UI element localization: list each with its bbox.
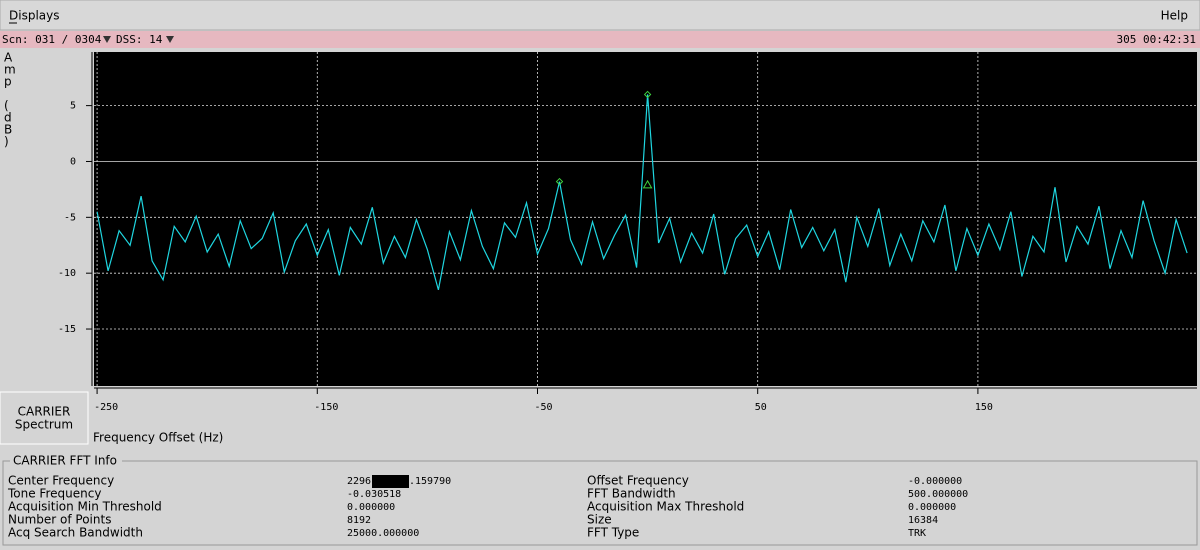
y-axis-label: ): [4, 135, 9, 149]
status-time: 305 00:42:31: [1117, 33, 1196, 46]
spectrum-trace: [96, 94, 1188, 291]
y-tick-label: -10: [58, 268, 76, 279]
side-panel: [0, 391, 89, 445]
y-tick-label: -5: [64, 212, 76, 223]
info-groupbox: [2, 460, 1198, 546]
y-axis-label: p: [4, 75, 12, 89]
peak-marker: [643, 90, 652, 99]
groupbox-title-bg: [10, 455, 122, 467]
menu-displays[interactable]: Displays: [9, 9, 59, 23]
info-label: FFT Type: [587, 526, 639, 540]
info-label: Tone Frequency: [7, 487, 101, 501]
info-label: Center Frequency: [8, 474, 114, 488]
info-value: 25000.000000: [347, 528, 419, 539]
menu-bar: [0, 0, 1200, 31]
side-subtitle: Spectrum: [15, 418, 73, 432]
y-axis-label: d: [4, 111, 12, 125]
peak-marker: [555, 177, 564, 186]
info-label: Size: [587, 513, 612, 527]
info-value: 2296: [347, 476, 371, 487]
info-label: Acquisition Max Threshold: [587, 500, 744, 514]
dss-label: DSS: 14: [116, 33, 163, 46]
x-tick-label: 150: [975, 402, 993, 413]
dropdown-arrow[interactable]: [103, 36, 111, 43]
info-value: 0.000000: [347, 502, 395, 513]
info-value: 500.000000: [908, 489, 968, 500]
x-tick-label: -150: [314, 402, 338, 413]
info-value: TRK: [908, 528, 926, 539]
info-label: FFT Bandwidth: [587, 487, 676, 501]
info-label: Number of Points: [8, 513, 111, 527]
x-tick-label: -250: [94, 402, 118, 413]
x-tick-label: 50: [755, 402, 767, 413]
y-axis-label: (: [4, 99, 9, 113]
redaction: [372, 475, 409, 488]
y-axis-label: m: [4, 63, 16, 77]
info-value: 0.000000: [908, 502, 956, 513]
info-title: CARRIER FFT Info: [13, 454, 117, 468]
peak-marker: [642, 179, 653, 189]
info-label: Acquisition Min Threshold: [8, 500, 162, 514]
info-label: Acq Search Bandwidth: [8, 526, 143, 540]
side-title: CARRIER: [18, 405, 71, 419]
plot-area: [94, 52, 1197, 386]
info-label: Offset Frequency: [587, 474, 689, 488]
info-value: -0.000000: [908, 476, 962, 487]
scan-label: Scn: 031 / 0304: [2, 33, 102, 46]
info-value: -0.030518: [347, 489, 401, 500]
x-tick-label: -50: [534, 402, 552, 413]
info-value: .159790: [409, 476, 451, 487]
dropdown-arrow[interactable]: [166, 36, 174, 43]
x-axis-label: Frequency Offset (Hz): [93, 431, 223, 445]
status-bar: [0, 31, 1200, 48]
y-axis-label: A: [4, 51, 13, 65]
info-value: 16384: [908, 515, 938, 526]
info-value: 8192: [347, 515, 371, 526]
y-axis-label: B: [4, 123, 12, 137]
y-tick-label: 5: [70, 101, 76, 112]
menu-help[interactable]: Help: [1161, 9, 1188, 23]
y-tick-label: 0: [70, 156, 76, 167]
y-tick-label: -15: [58, 324, 76, 335]
